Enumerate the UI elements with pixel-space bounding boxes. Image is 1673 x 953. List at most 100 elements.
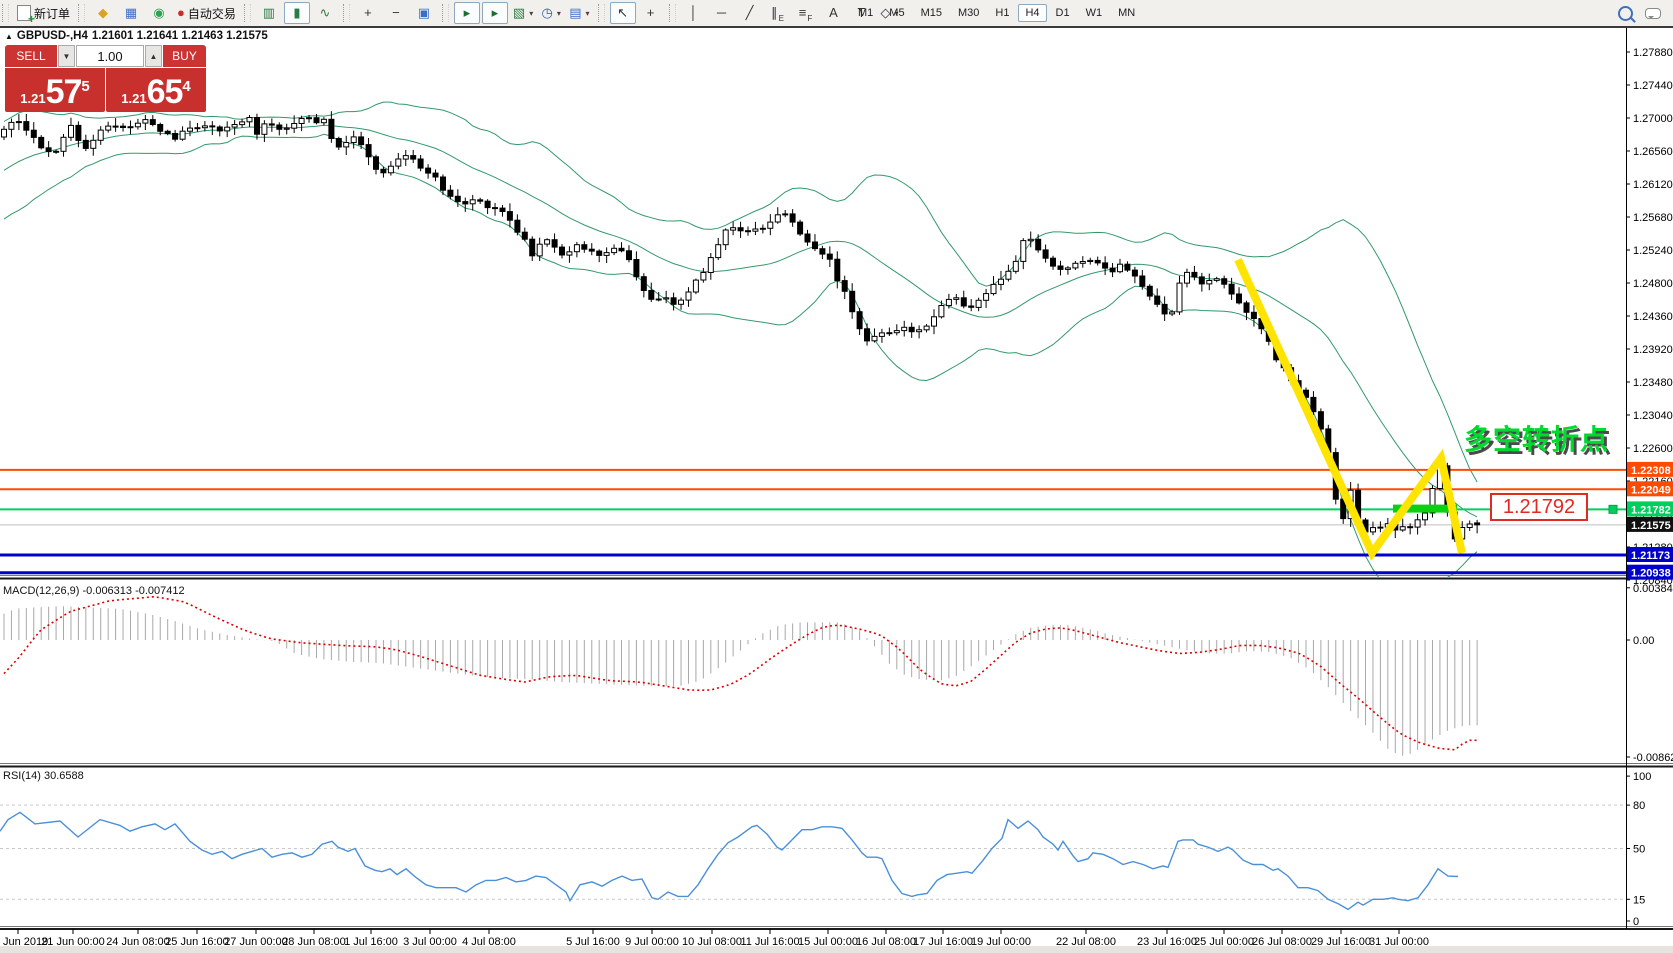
fibonacci-tool-button[interactable]: ≡ F (793, 2, 819, 24)
svg-text:80: 80 (1633, 800, 1645, 812)
new-chart-button[interactable]: ▧ ▾ (510, 2, 536, 24)
svg-text:26 Jul 08:00: 26 Jul 08:00 (1252, 936, 1312, 948)
periods-button[interactable]: ◷ ▾ (538, 2, 564, 24)
chat-icon (1645, 7, 1661, 19)
shapes-button[interactable]: ◇ ▾ (877, 2, 903, 24)
line-chart-button[interactable]: ∿ (312, 2, 338, 24)
svg-text:1.26560: 1.26560 (1633, 146, 1673, 158)
candlestick-chart-button[interactable]: ▮ (283, 2, 310, 24)
zigzag-annotation[interactable] (1234, 258, 1466, 561)
svg-text:1.23480: 1.23480 (1633, 377, 1673, 389)
hline-tool-button[interactable]: ─ (709, 2, 735, 24)
zoom-out-button[interactable]: − (383, 2, 409, 24)
collapse-panel-icon[interactable]: ▲ (5, 31, 13, 41)
svg-text:1.22049: 1.22049 (1631, 484, 1671, 496)
svg-text:0.003848: 0.003848 (1633, 583, 1673, 595)
macd-name: MACD(12,26,9) (3, 585, 80, 597)
buy-price[interactable]: 1.21 65 4 (106, 68, 206, 112)
chat-button[interactable] (1640, 2, 1666, 24)
buy-price-figure: 1.21 (121, 91, 147, 106)
timeframe-m30-button[interactable]: M30 (957, 7, 980, 19)
svg-text:1.24360: 1.24360 (1633, 311, 1673, 323)
new-order-button[interactable]: + 新订单 (14, 2, 73, 25)
bar-chart-button[interactable]: ▥ (256, 2, 282, 24)
svg-text:1.27880: 1.27880 (1633, 47, 1673, 59)
macd-signal-line (3, 595, 1478, 751)
svg-text:5 Jul 16:00: 5 Jul 16:00 (566, 936, 620, 948)
toolbar-grip (342, 4, 350, 22)
text-tool-button[interactable]: A (821, 2, 847, 24)
svg-text:1.21173: 1.21173 (1631, 550, 1670, 562)
tile-windows-button[interactable]: ▣ (411, 2, 437, 24)
zoom-in-button[interactable]: + (355, 2, 381, 24)
turning-point-annotation[interactable]: 多空转折点 (1464, 424, 1610, 455)
bollinger-bands (3, 101, 1478, 577)
template-icon: ▤ (569, 5, 582, 20)
buy-button[interactable]: BUY (163, 45, 206, 67)
price-axis: 1.27880 1.27440 1.27000 1.26560 1.26120 1.256… (1626, 47, 1673, 928)
shift-right-icon: ▸ (491, 5, 499, 20)
autotrade-button[interactable]: ● 自动交易 (174, 2, 239, 24)
volume-down-button[interactable]: ▼ (58, 45, 75, 67)
fibo-icon: ≡ (798, 5, 807, 20)
search-button[interactable] (1612, 2, 1638, 24)
sell-price-pips: 57 (45, 73, 83, 111)
market-watch-button[interactable]: ◆ (90, 2, 116, 24)
entry-zone-marker[interactable] (1393, 504, 1457, 513)
trendline-tool-button[interactable]: ╱ (737, 2, 763, 24)
vline-tool-button[interactable]: │ (681, 2, 707, 24)
timeframe-h1-button[interactable]: H1 (995, 7, 1010, 19)
dot-red-icon: ● (177, 5, 185, 20)
sell-button[interactable]: SELL (5, 45, 57, 67)
svg-text:1.23040: 1.23040 (1633, 410, 1673, 422)
new-order-icon: + (17, 5, 35, 25)
cursor-button[interactable]: ↖ (609, 2, 636, 24)
svg-text:25 Jul 00:00: 25 Jul 00:00 (1194, 936, 1254, 948)
svg-text:1.25240: 1.25240 (1633, 245, 1673, 257)
scroll-right-icon: ▸ (463, 5, 471, 20)
svg-text:27 Jun 00:00: 27 Jun 00:00 (224, 936, 288, 948)
channel-tool-button[interactable]: ∥ E (765, 2, 791, 24)
level-anchor-marker[interactable] (1608, 504, 1618, 514)
rsi-line (0, 811, 1459, 911)
price-level-tag[interactable]: 1.21792 (1490, 493, 1588, 521)
navigator-button[interactable]: ◉ (146, 2, 172, 24)
symbol-period-label: GBPUSD-,H4 (16, 30, 88, 42)
zoom-in-icon: + (364, 5, 372, 20)
timeframe-m1-button[interactable]: M1 (858, 7, 874, 19)
volume-up-button[interactable]: ▲ (145, 45, 162, 67)
timeframe-m15-button[interactable]: M15 (920, 7, 942, 19)
buy-price-point: 4 (182, 78, 191, 95)
one-click-trading-panel: SELL ▼ 1.00 ▲ BUY 1.21 57 5 1.21 65 4 (5, 45, 206, 112)
svg-text:1.21575: 1.21575 (1631, 520, 1671, 532)
tool-sub-letter: E (778, 14, 784, 23)
crosshair-button[interactable]: + (638, 2, 664, 24)
label-tool-button[interactable]: T (849, 2, 875, 24)
sell-price[interactable]: 1.21 57 5 (5, 68, 105, 112)
svg-text:17 Jul 16:00: 17 Jul 16:00 (913, 936, 973, 948)
volume-input[interactable]: 1.00 (76, 45, 144, 67)
svg-text:1.24800: 1.24800 (1633, 278, 1673, 290)
zoom-out-icon: − (392, 5, 400, 20)
chart-shift-button[interactable]: ▸ (481, 2, 508, 24)
auto-scroll-button[interactable]: ▸ (453, 2, 480, 24)
svg-text:21 Jun 00:00: 21 Jun 00:00 (41, 936, 105, 948)
svg-text:50: 50 (1633, 844, 1645, 856)
timeframe-mn-button[interactable]: MN (1118, 7, 1136, 19)
timeframe-h4-button[interactable]: H4 (1018, 4, 1047, 22)
svg-text:15: 15 (1633, 894, 1645, 906)
textT-icon: T (857, 5, 866, 20)
svg-text:28 Jun 08:00: 28 Jun 08:00 (282, 936, 346, 948)
timeframe-m5-button[interactable]: M5 (889, 7, 905, 19)
svg-text:9 Jul 00:00: 9 Jul 00:00 (625, 936, 679, 948)
templates-button[interactable]: ▤ ▾ (566, 2, 592, 24)
timeframe-w1-button[interactable]: W1 (1085, 7, 1103, 19)
timeframe-d1-button[interactable]: D1 (1055, 7, 1070, 19)
textA-icon: A (829, 5, 838, 20)
data-window-button[interactable]: ▦ (118, 2, 144, 24)
timeframe-toolbar: M1 M5 M15 M30 H1 H4 D1 W1 MN (850, 4, 1143, 22)
shapes-icon: ◇ (880, 5, 891, 20)
